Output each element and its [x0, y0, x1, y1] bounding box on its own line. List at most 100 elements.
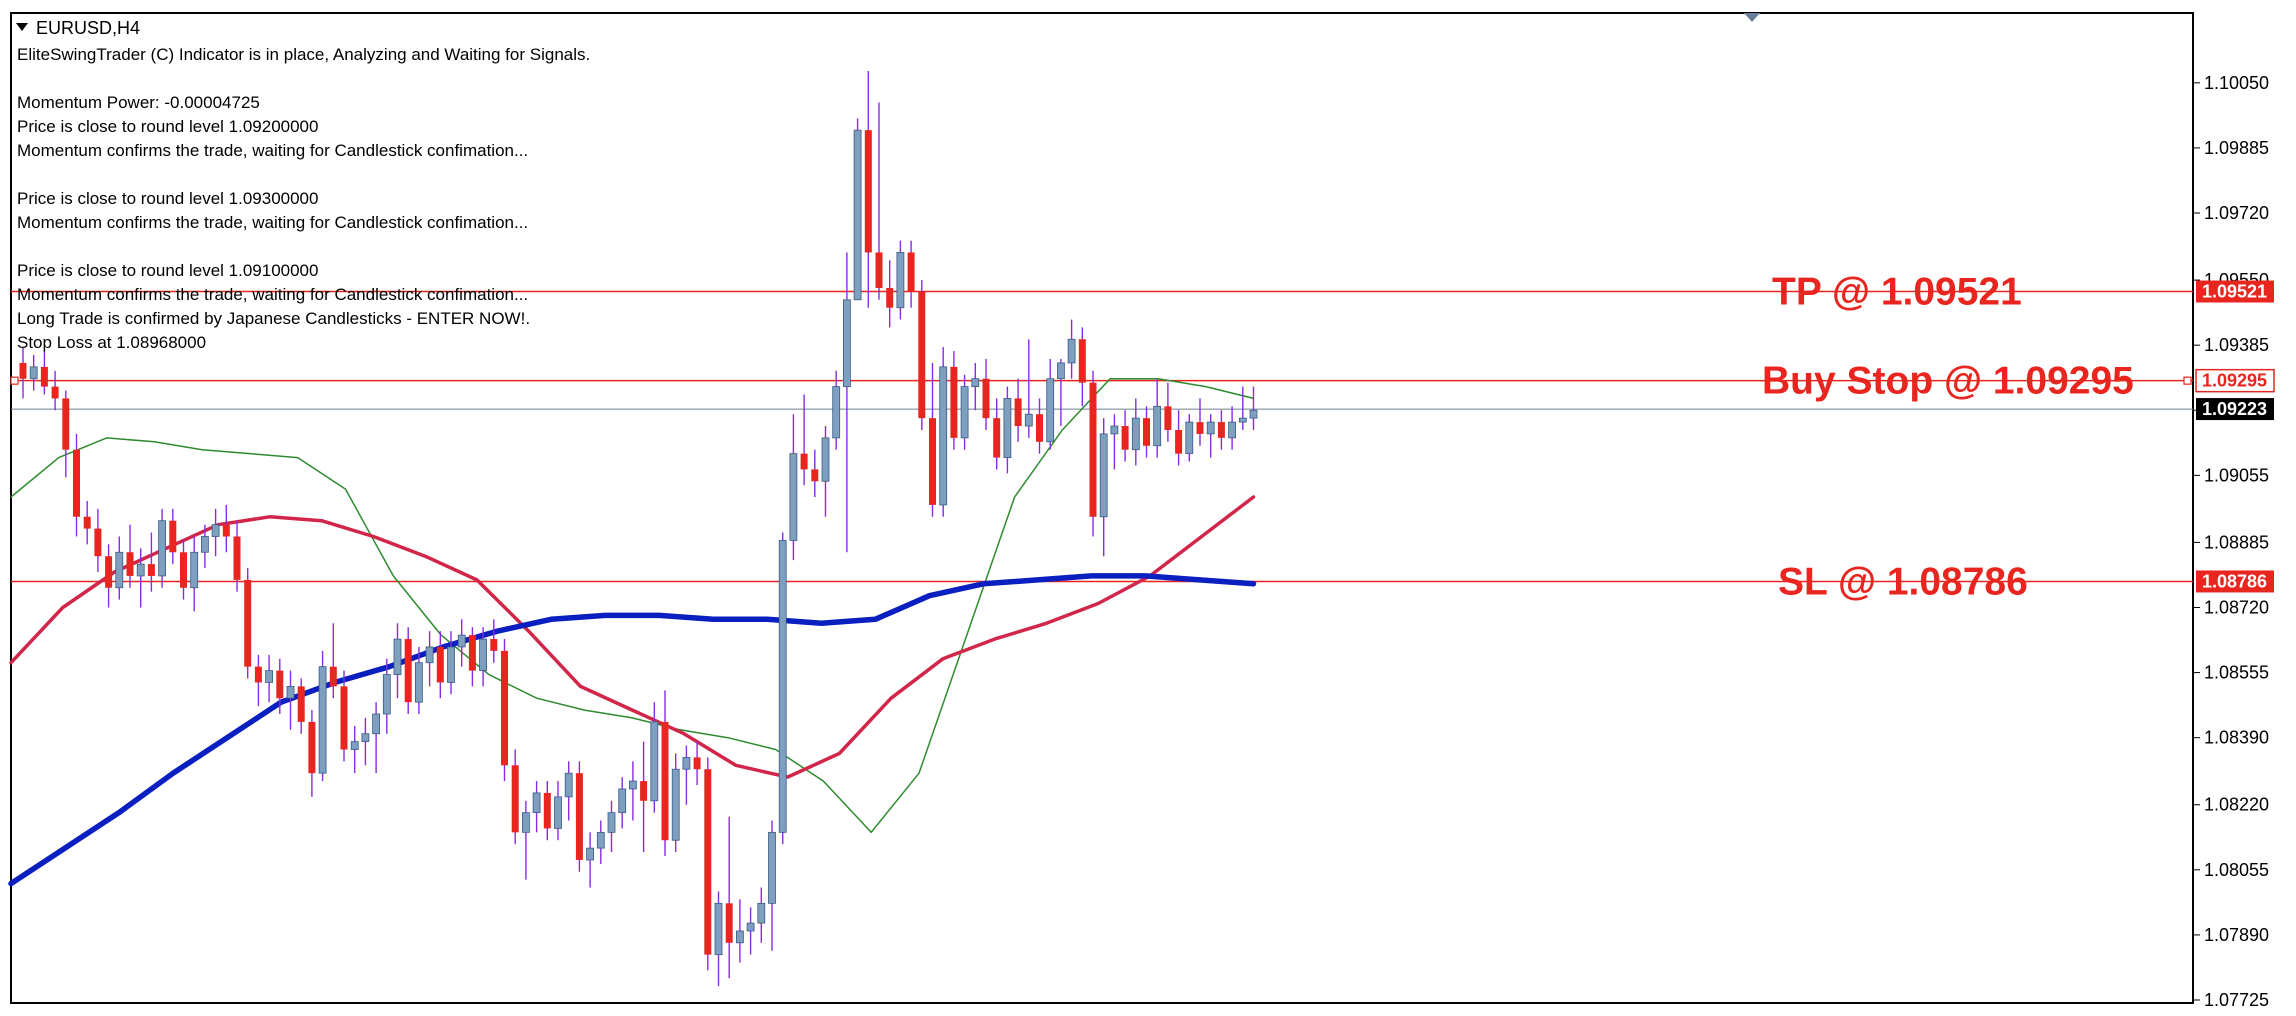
candle[interactable] [1067, 319, 1076, 379]
candle[interactable] [350, 725, 359, 774]
candle[interactable] [200, 524, 209, 569]
candle[interactable] [1217, 410, 1225, 450]
candle[interactable] [265, 654, 274, 703]
candle[interactable] [1036, 398, 1043, 454]
candle[interactable] [929, 362, 936, 517]
candle[interactable] [714, 891, 723, 987]
candle[interactable] [297, 678, 305, 734]
candle[interactable] [1175, 410, 1183, 466]
candle[interactable] [1078, 327, 1086, 407]
candle[interactable] [393, 623, 402, 699]
candle[interactable] [736, 899, 744, 963]
candle[interactable] [1046, 358, 1055, 450]
candle[interactable] [105, 544, 113, 608]
candle[interactable] [73, 433, 80, 537]
candle[interactable] [468, 627, 476, 687]
candle[interactable] [190, 536, 199, 612]
candle[interactable] [725, 816, 733, 979]
candle[interactable] [661, 690, 669, 857]
candle[interactable] [83, 500, 91, 545]
candle[interactable] [1249, 386, 1258, 430]
candle[interactable] [1228, 406, 1236, 450]
candle[interactable] [1014, 378, 1022, 442]
candle[interactable] [1057, 358, 1065, 427]
candle[interactable] [1121, 410, 1129, 462]
candle[interactable] [382, 658, 391, 734]
candle[interactable] [875, 102, 883, 300]
candle[interactable] [1153, 378, 1162, 458]
candle[interactable] [950, 351, 958, 450]
candle[interactable] [425, 631, 434, 687]
candle[interactable] [918, 280, 926, 430]
candle[interactable] [757, 887, 766, 943]
candle[interactable] [939, 347, 948, 517]
candle[interactable] [746, 907, 755, 955]
candle[interactable] [501, 639, 508, 782]
level-handle[interactable] [10, 376, 19, 385]
candle[interactable] [993, 398, 1001, 470]
candle[interactable] [286, 670, 295, 730]
candle[interactable] [564, 761, 573, 821]
candle[interactable] [404, 627, 412, 715]
candle[interactable] [372, 702, 381, 774]
candle[interactable] [158, 508, 167, 588]
candle[interactable] [586, 832, 594, 888]
candle[interactable] [1206, 414, 1215, 458]
candle[interactable] [650, 702, 659, 813]
candle[interactable] [778, 532, 787, 845]
candle[interactable] [1185, 414, 1194, 462]
candle[interactable] [640, 741, 648, 853]
candle[interactable] [147, 532, 155, 592]
candle[interactable] [436, 631, 444, 699]
candle[interactable] [51, 370, 59, 411]
candle[interactable] [543, 781, 551, 841]
candle[interactable] [554, 781, 562, 841]
candle[interactable] [907, 240, 915, 308]
candle[interactable] [329, 623, 337, 699]
shift-marker-icon[interactable] [1744, 13, 1760, 22]
candle[interactable] [115, 536, 124, 600]
candle[interactable] [211, 508, 220, 557]
candle[interactable] [532, 781, 541, 833]
candle[interactable] [811, 449, 819, 498]
candle[interactable] [1089, 370, 1097, 537]
candle[interactable] [447, 631, 455, 695]
candle[interactable] [1099, 418, 1108, 557]
candle[interactable] [1024, 339, 1033, 438]
candle[interactable] [821, 426, 830, 517]
candle[interactable] [479, 627, 488, 687]
candle[interactable] [361, 717, 370, 766]
candle[interactable] [1110, 414, 1119, 470]
candle[interactable] [1164, 382, 1172, 442]
candle[interactable] [180, 540, 187, 600]
candle[interactable] [971, 362, 980, 411]
candle[interactable] [629, 761, 637, 821]
candle[interactable] [896, 240, 905, 320]
candle[interactable] [169, 508, 177, 565]
candle[interactable] [340, 670, 348, 762]
candle[interactable] [1238, 386, 1247, 430]
candle[interactable] [575, 761, 583, 872]
candle[interactable] [276, 658, 284, 715]
candle[interactable] [233, 520, 241, 592]
candle[interactable] [682, 745, 691, 805]
candle[interactable] [982, 358, 990, 430]
candle[interactable] [490, 619, 498, 663]
candle[interactable] [29, 355, 38, 391]
candle[interactable] [222, 504, 230, 553]
level-handle[interactable] [2183, 376, 2192, 385]
candle[interactable] [19, 347, 27, 399]
candle[interactable] [94, 508, 102, 572]
candle[interactable] [618, 777, 627, 829]
candle[interactable] [308, 710, 316, 797]
candle[interactable] [254, 654, 262, 707]
candle[interactable] [62, 390, 70, 478]
candle[interactable] [864, 71, 872, 308]
candle[interactable] [1003, 386, 1012, 474]
candle[interactable] [800, 394, 808, 486]
candle[interactable] [671, 753, 680, 853]
candle[interactable] [843, 252, 851, 553]
candle[interactable] [693, 741, 701, 786]
candle[interactable] [457, 619, 466, 667]
